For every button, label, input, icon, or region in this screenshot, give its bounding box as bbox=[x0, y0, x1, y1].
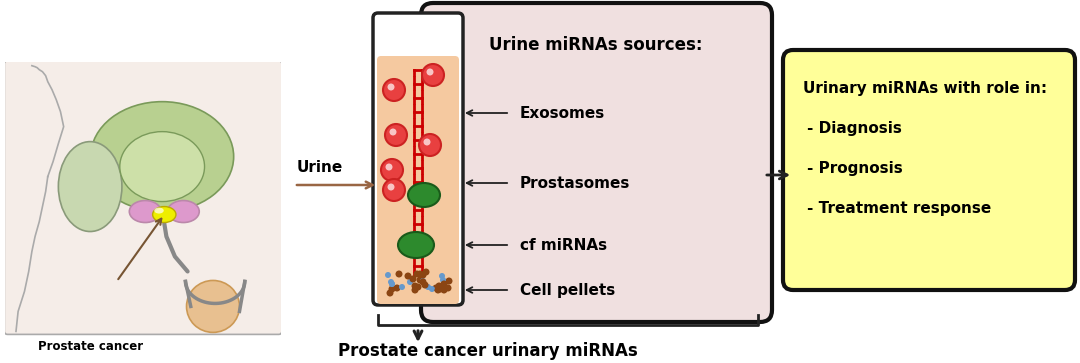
Circle shape bbox=[440, 277, 446, 283]
Text: - Diagnosis: - Diagnosis bbox=[807, 121, 902, 135]
Circle shape bbox=[434, 286, 442, 294]
Circle shape bbox=[383, 179, 405, 201]
Circle shape bbox=[405, 273, 411, 280]
Circle shape bbox=[415, 284, 421, 290]
Ellipse shape bbox=[399, 232, 434, 258]
Circle shape bbox=[389, 281, 395, 287]
Circle shape bbox=[389, 281, 395, 287]
Text: Urine miRNAs sources:: Urine miRNAs sources: bbox=[489, 36, 703, 54]
Circle shape bbox=[435, 282, 443, 290]
FancyBboxPatch shape bbox=[377, 56, 459, 304]
Circle shape bbox=[383, 79, 405, 101]
Circle shape bbox=[441, 281, 447, 287]
Circle shape bbox=[390, 129, 396, 135]
Circle shape bbox=[388, 83, 394, 90]
Circle shape bbox=[395, 270, 403, 277]
Circle shape bbox=[419, 278, 427, 286]
Circle shape bbox=[399, 284, 405, 290]
Text: Cell pellets: Cell pellets bbox=[519, 282, 616, 298]
Circle shape bbox=[422, 269, 430, 276]
Circle shape bbox=[436, 286, 444, 293]
Circle shape bbox=[384, 272, 391, 278]
Circle shape bbox=[388, 184, 394, 191]
Text: cf miRNAs: cf miRNAs bbox=[519, 237, 607, 253]
FancyBboxPatch shape bbox=[421, 3, 772, 322]
Circle shape bbox=[429, 286, 435, 292]
FancyBboxPatch shape bbox=[783, 50, 1075, 290]
Circle shape bbox=[387, 290, 393, 297]
Circle shape bbox=[432, 285, 440, 291]
Circle shape bbox=[417, 270, 423, 277]
Circle shape bbox=[419, 134, 441, 156]
Text: - Treatment response: - Treatment response bbox=[807, 200, 991, 216]
Circle shape bbox=[419, 272, 427, 278]
Circle shape bbox=[421, 281, 429, 289]
Circle shape bbox=[423, 139, 431, 146]
Circle shape bbox=[411, 286, 419, 294]
Circle shape bbox=[389, 286, 395, 293]
Circle shape bbox=[388, 279, 394, 285]
Circle shape bbox=[445, 285, 451, 291]
Circle shape bbox=[411, 282, 419, 290]
Circle shape bbox=[409, 276, 417, 282]
Circle shape bbox=[426, 284, 431, 290]
Circle shape bbox=[393, 285, 401, 291]
Text: Prostasomes: Prostasomes bbox=[519, 175, 631, 191]
Circle shape bbox=[381, 159, 403, 181]
Circle shape bbox=[407, 279, 413, 285]
Text: Urinary miRNAs with role in:: Urinary miRNAs with role in: bbox=[804, 81, 1048, 95]
Circle shape bbox=[420, 278, 426, 284]
Text: Exosomes: Exosomes bbox=[519, 106, 605, 121]
Text: Urine: Urine bbox=[297, 160, 343, 175]
Text: Prostate cancer urinary miRNAs: Prostate cancer urinary miRNAs bbox=[338, 342, 638, 360]
Circle shape bbox=[417, 277, 423, 284]
Text: - Prognosis: - Prognosis bbox=[807, 160, 903, 175]
FancyBboxPatch shape bbox=[373, 13, 463, 305]
Ellipse shape bbox=[408, 183, 440, 207]
Circle shape bbox=[422, 64, 444, 86]
Circle shape bbox=[446, 277, 453, 285]
Circle shape bbox=[427, 69, 433, 76]
Circle shape bbox=[441, 286, 447, 294]
Circle shape bbox=[438, 273, 445, 279]
Circle shape bbox=[414, 270, 420, 277]
Circle shape bbox=[384, 124, 407, 146]
Circle shape bbox=[386, 163, 392, 171]
